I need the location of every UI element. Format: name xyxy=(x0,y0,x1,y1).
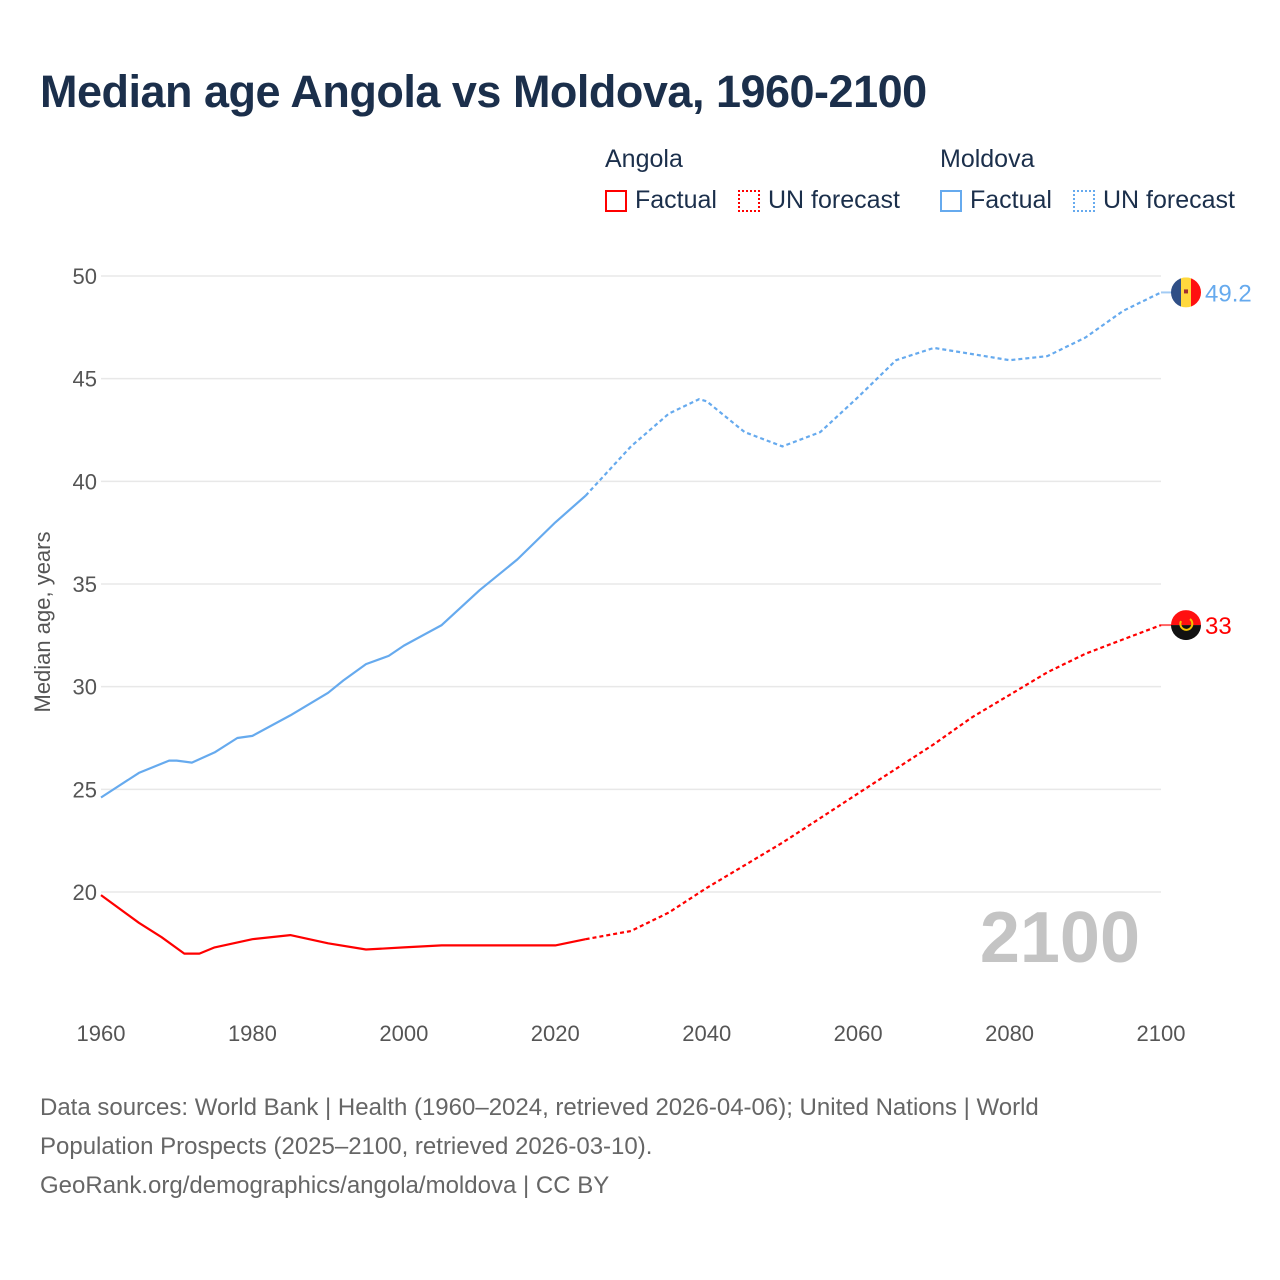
stripe-red xyxy=(1191,277,1201,308)
legend-moldova-forecast[interactable]: UN forecast xyxy=(1073,186,1235,215)
legend-label: Factual xyxy=(970,186,1052,214)
emblem xyxy=(1184,289,1188,294)
x-tick-label: 2000 xyxy=(379,1021,428,1046)
legend-group-moldova: Moldova xyxy=(940,145,1035,173)
moldova-forecast-line xyxy=(584,291,1162,497)
y-tick-label: 45 xyxy=(73,367,97,392)
legend-swatch-dotted xyxy=(1073,189,1095,212)
x-tick-label: 2100 xyxy=(1137,1021,1186,1046)
y-tick-label: 25 xyxy=(73,777,97,802)
footer-sources-line1: Data sources: World Bank | Health (1960–… xyxy=(40,1094,1039,1121)
line-chart: 20 25 30 35 40 45 50 1960 1980 2000 2020 2040 2060 20… xyxy=(30,264,1252,1046)
moldova-flag-icon xyxy=(1171,277,1201,308)
legend-swatch-dotted xyxy=(738,189,760,212)
legend-label: UN forecast xyxy=(768,186,900,214)
y-axis-label: Median age, years xyxy=(30,532,55,713)
legend-label: UN forecast xyxy=(1103,186,1235,214)
legend-angola-forecast[interactable]: UN forecast xyxy=(738,186,900,215)
chart-title: Median age Angola vs Moldova, 1960-2100 xyxy=(40,66,927,117)
flag-stripes xyxy=(1171,610,1201,641)
x-tick-label: 1980 xyxy=(228,1021,277,1046)
legend-swatch-solid xyxy=(605,189,627,212)
emblem xyxy=(1179,618,1194,631)
x-tick-label: 1960 xyxy=(77,1021,126,1046)
stripe-black xyxy=(1171,625,1201,641)
angola-factual-line xyxy=(100,894,586,955)
y-tick-label: 20 xyxy=(73,880,97,905)
legend-group-angola: Angola xyxy=(605,145,683,173)
x-tick-label: 2020 xyxy=(531,1021,580,1046)
y-tick-label: 35 xyxy=(73,572,97,597)
footer-sources-line2: Population Prospects (2025–2100, retriev… xyxy=(40,1133,653,1160)
x-tick-label: 2040 xyxy=(682,1021,731,1046)
stripe-blue xyxy=(1171,277,1181,308)
legend-label: Factual xyxy=(635,186,717,214)
angola-end-value-label: 33 xyxy=(1205,613,1232,640)
legend-angola-factual[interactable]: Factual xyxy=(605,186,717,215)
moldova-end-value-label: 49.2 xyxy=(1205,280,1252,307)
legend-swatch-solid xyxy=(940,189,962,212)
flag-stripes xyxy=(1171,277,1201,308)
legend-moldova-factual[interactable]: Factual xyxy=(940,186,1052,215)
angola-flag-icon xyxy=(1171,610,1201,641)
stripe-red xyxy=(1171,610,1201,626)
y-tick-label: 30 xyxy=(73,675,97,700)
moldova-factual-line xyxy=(100,494,587,799)
x-tick-label: 2060 xyxy=(834,1021,883,1046)
footer: Data sources: World Bank | Health (1960–… xyxy=(40,1088,1039,1205)
footer-link[interactable]: GeoRank.org/demographics/angola/moldova … xyxy=(40,1172,610,1199)
watermark-year: 2100 xyxy=(980,898,1140,978)
x-tick-label: 2080 xyxy=(985,1021,1034,1046)
y-tick-label: 40 xyxy=(73,469,97,494)
y-tick-label: 50 xyxy=(73,264,97,289)
